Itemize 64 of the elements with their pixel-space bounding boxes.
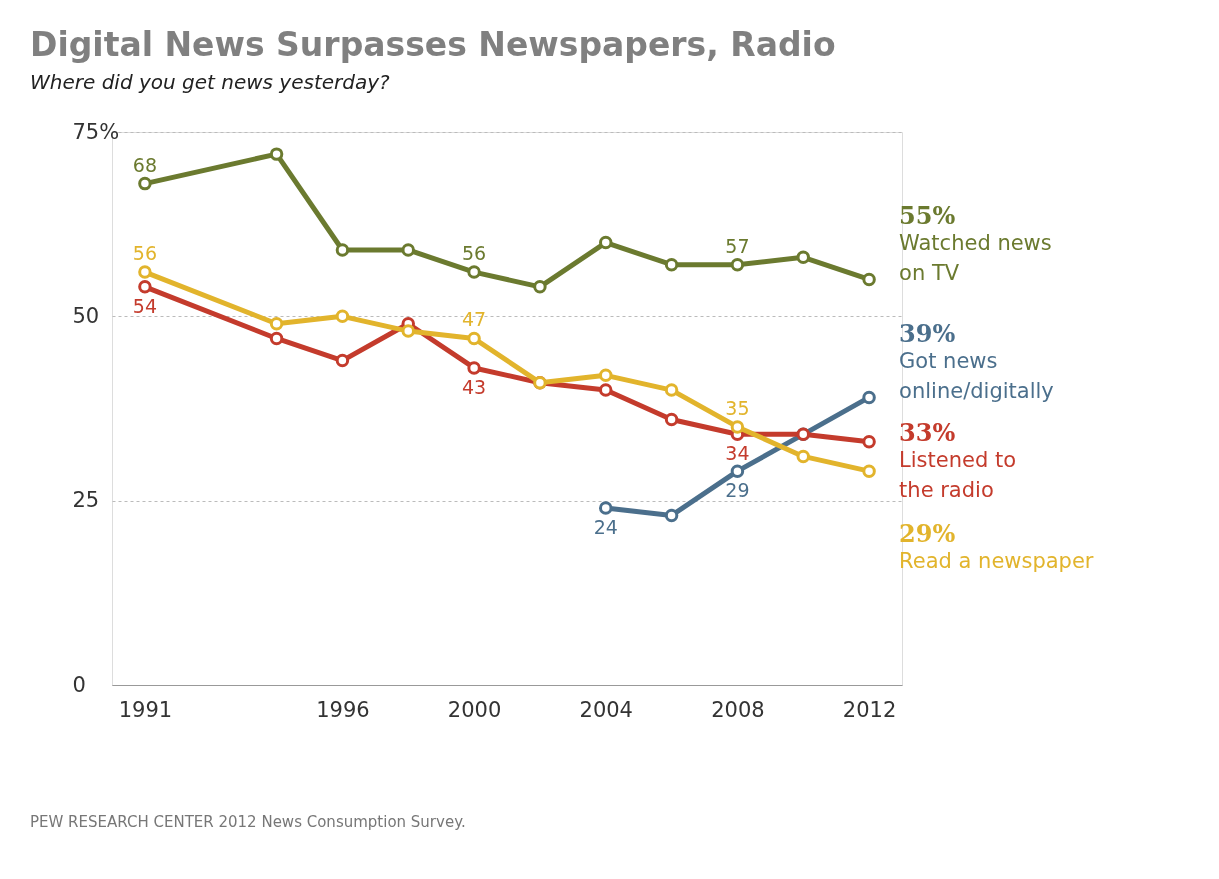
- y-tick-label: 25: [72, 488, 100, 513]
- text: Read a newspaper: [899, 549, 1094, 574]
- data-label: 43: [461, 375, 487, 398]
- chart-title: Digital News Surpasses Newspapers, Radio: [30, 25, 836, 64]
- point: [335, 309, 350, 324]
- point: [730, 257, 745, 272]
- data-label: 56: [132, 242, 158, 265]
- data-label: 39%: [899, 319, 956, 349]
- x-tick-label: 2000: [447, 697, 502, 722]
- point: [335, 243, 350, 257]
- point: [138, 280, 152, 294]
- data-label: 55%: [899, 201, 956, 231]
- data-label: 29: [725, 479, 750, 502]
- x-tick-label: 2004: [579, 697, 633, 722]
- series-label: Listened to the radio: [899, 447, 1017, 502]
- chart-subtitle: Where did you get news yesterday?: [30, 70, 391, 94]
- point: [599, 368, 613, 383]
- point: [269, 147, 284, 161]
- point: [599, 383, 613, 397]
- series-label: Watched news on TV: [899, 231, 1052, 286]
- point: [335, 353, 350, 368]
- x-tick-label: 1996: [316, 697, 370, 722]
- point: [467, 265, 481, 279]
- point: [862, 272, 876, 287]
- point: [862, 464, 876, 478]
- point: [269, 316, 284, 331]
- data-label: 34: [725, 442, 750, 465]
- point: [138, 265, 152, 279]
- point: [664, 383, 679, 397]
- point: [664, 257, 679, 272]
- y-tick-label: 75%: [72, 119, 120, 144]
- point: [467, 331, 481, 346]
- y-tick-label: 50: [72, 303, 100, 328]
- data-label: 56: [461, 242, 487, 265]
- point: [796, 250, 810, 265]
- point: [796, 449, 810, 464]
- x-tick-label: 2012: [842, 697, 897, 722]
- point: [730, 420, 745, 434]
- point: [401, 243, 415, 257]
- text: PEW RESEARCH CENTER 2012 News Consumption Survey.: [30, 813, 466, 831]
- data-label: 68: [132, 153, 158, 176]
- data-label: 33%: [899, 417, 956, 447]
- point: [664, 508, 679, 523]
- point: [730, 464, 745, 478]
- series-label: Got news online/digitally: [899, 349, 1054, 404]
- data-label: 24: [593, 516, 618, 539]
- data-label: 29%: [899, 519, 956, 549]
- point: [138, 176, 152, 191]
- point: [862, 390, 876, 405]
- point: [599, 235, 613, 250]
- point: [599, 501, 613, 515]
- x-tick-label: 2008: [711, 697, 765, 722]
- data-label: 54: [132, 294, 158, 317]
- point: [533, 280, 547, 294]
- data-label: 57: [725, 234, 750, 257]
- x-tick-label: 1991: [118, 697, 173, 722]
- data-label: 35: [725, 396, 750, 419]
- y-tick-label: 0: [72, 672, 86, 697]
- data-label: 47: [461, 308, 487, 331]
- point: [664, 412, 679, 427]
- point: [269, 331, 284, 346]
- point: [401, 324, 415, 338]
- point: [467, 361, 481, 375]
- point: [862, 434, 876, 449]
